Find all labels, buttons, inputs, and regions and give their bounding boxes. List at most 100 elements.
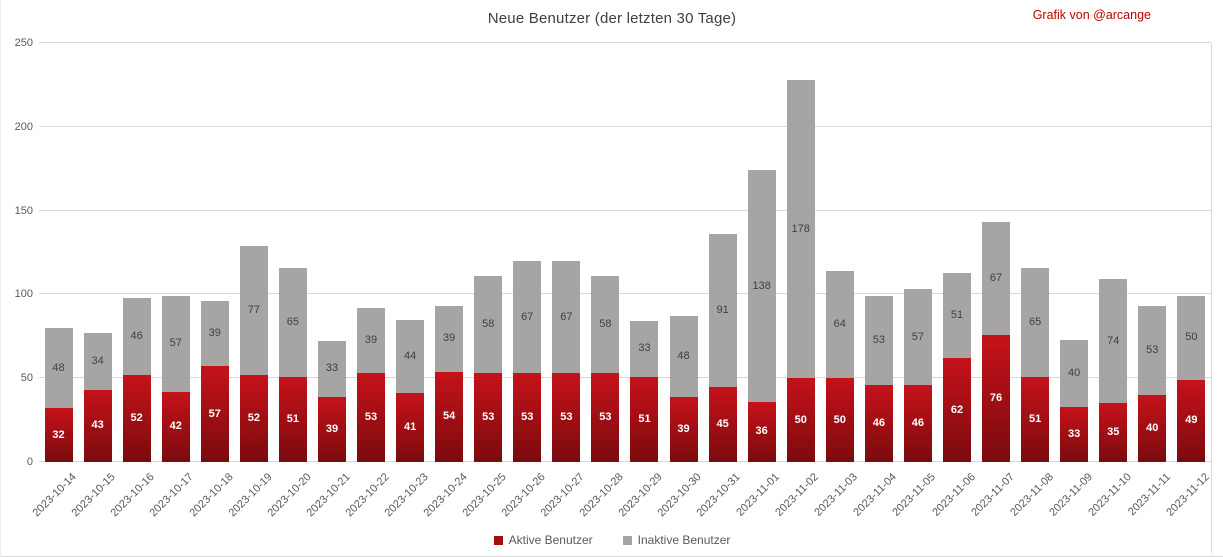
x-axis-cell: 2023-11-12 xyxy=(1164,462,1212,520)
stacked-bar: 67 76 xyxy=(982,43,1011,462)
bar-segment-inactive: 39 xyxy=(435,306,464,372)
bar-group: 39 57 xyxy=(195,43,234,462)
gridline xyxy=(39,461,1211,462)
stacked-bar: 39 53 xyxy=(357,43,386,462)
bar-segment-active: 51 xyxy=(630,376,659,462)
inactive-value-label: 64 xyxy=(833,318,846,331)
bar-group: 39 54 xyxy=(430,43,469,462)
bar-group: 58 53 xyxy=(469,43,508,462)
stacked-bar: 34 43 xyxy=(83,43,112,462)
bar-group: 48 39 xyxy=(664,43,703,462)
stacked-bar: 91 45 xyxy=(708,43,737,462)
bar-segment-inactive: 33 xyxy=(317,341,346,397)
active-value-label: 36 xyxy=(755,425,768,438)
active-value-label: 53 xyxy=(521,411,534,424)
stacked-bar: 40 33 xyxy=(1060,43,1089,462)
active-value-label: 32 xyxy=(52,428,65,441)
bar-segment-active: 76 xyxy=(982,334,1011,462)
stacked-bar: 51 62 xyxy=(942,43,971,462)
inactive-value-label: 138 xyxy=(752,279,771,292)
active-value-label: 33 xyxy=(1068,427,1081,440)
bar-segment-active: 46 xyxy=(864,384,893,462)
stacked-bar: 33 39 xyxy=(317,43,346,462)
active-value-label: 54 xyxy=(443,410,456,423)
bar-segment-inactive: 67 xyxy=(513,260,542,374)
bar-segment-inactive: 50 xyxy=(1177,296,1206,380)
bar-group: 40 33 xyxy=(1055,43,1094,462)
stacked-bar: 53 46 xyxy=(864,43,893,462)
bar-segment-active: 53 xyxy=(513,373,542,462)
legend-item-inactive: Inaktive Benutzer xyxy=(622,533,731,547)
stacked-bar: 46 52 xyxy=(122,43,151,462)
bar-group: 74 35 xyxy=(1094,43,1133,462)
bar-group: 51 62 xyxy=(937,43,976,462)
inactive-value-label: 53 xyxy=(1146,344,1159,357)
stacked-bar: 77 52 xyxy=(239,43,268,462)
bar-segment-active: 54 xyxy=(435,371,464,462)
bar-segment-inactive: 91 xyxy=(708,234,737,387)
bar-group: 67 53 xyxy=(547,43,586,462)
chart-title: Neue Benutzer (der letzten 30 Tage) xyxy=(487,10,737,27)
bar-segment-inactive: 44 xyxy=(396,319,425,394)
active-value-label: 51 xyxy=(638,412,651,425)
inactive-value-label: 39 xyxy=(364,334,378,346)
bar-segment-inactive: 39 xyxy=(357,307,386,374)
active-value-label: 57 xyxy=(208,407,221,420)
active-value-label: 52 xyxy=(247,411,260,424)
bar-segment-active: 36 xyxy=(747,401,776,462)
stacked-bar: 48 39 xyxy=(669,43,698,462)
bar-segment-active: 52 xyxy=(239,374,268,462)
inactive-value-label: 33 xyxy=(325,362,339,375)
legend-label-inactive: Inaktive Benutzer xyxy=(637,533,731,547)
stacked-bar: 39 54 xyxy=(435,43,464,462)
bar-segment-inactive: 74 xyxy=(1099,279,1128,404)
inactive-value-label: 46 xyxy=(130,329,143,342)
inactive-value-label: 67 xyxy=(560,310,573,323)
x-axis-label: 2023-11-10 xyxy=(1086,471,1134,519)
bar-segment-inactive: 178 xyxy=(786,79,815,379)
bar-segment-active: 50 xyxy=(825,378,854,462)
bar-segment-inactive: 77 xyxy=(239,245,268,375)
inactive-value-label: 39 xyxy=(208,327,221,340)
inactive-value-label: 53 xyxy=(872,334,885,346)
bar-segment-inactive: 40 xyxy=(1060,339,1089,407)
bar-segment-inactive: 65 xyxy=(278,267,307,377)
bar-segment-inactive: 58 xyxy=(591,275,620,374)
plot-right-border xyxy=(1211,43,1212,553)
bar-segment-active: 57 xyxy=(200,366,229,462)
legend-swatch-inactive-icon xyxy=(622,535,632,545)
plot-area: 0 50 100 150 200 250 48 32 34 43 46 52 57 42 39 57 77 52 6… xyxy=(15,37,1211,468)
bar-group: 58 53 xyxy=(586,43,625,462)
bar-segment-active: 39 xyxy=(317,396,346,462)
inactive-value-label: 50 xyxy=(1185,331,1198,344)
stacked-bar: 74 35 xyxy=(1099,43,1128,462)
bar-segment-inactive: 51 xyxy=(942,272,971,359)
stacked-bar: 65 51 xyxy=(278,43,307,462)
bar-segment-inactive: 34 xyxy=(83,332,112,390)
active-value-label: 76 xyxy=(989,391,1003,404)
inactive-value-label: 44 xyxy=(403,349,417,362)
inactive-value-label: 58 xyxy=(599,318,612,331)
bar-group: 50 49 xyxy=(1172,43,1211,462)
stacked-bar: 58 53 xyxy=(474,43,503,462)
y-axis-tick-label: 100 xyxy=(14,288,33,301)
bar-group: 178 50 xyxy=(781,43,820,462)
inactive-value-label: 40 xyxy=(1068,366,1081,379)
chart-credit: Grafik von @arcange xyxy=(1032,8,1151,22)
bar-segment-active: 46 xyxy=(903,384,932,462)
bar-segment-active: 49 xyxy=(1177,379,1206,462)
inactive-value-label: 58 xyxy=(482,318,495,331)
inactive-value-label: 91 xyxy=(716,303,729,316)
active-value-label: 40 xyxy=(1146,421,1159,434)
y-axis-tick-label: 0 xyxy=(26,456,33,468)
stacked-bar: 138 36 xyxy=(747,43,776,462)
y-axis-tick-label: 250 xyxy=(14,37,33,49)
active-value-label: 51 xyxy=(286,412,300,425)
bar-segment-active: 35 xyxy=(1099,403,1128,462)
active-value-label: 39 xyxy=(325,422,339,435)
bar-group: 77 52 xyxy=(234,43,273,462)
bar-group: 65 51 xyxy=(273,43,312,462)
active-value-label: 52 xyxy=(130,411,143,424)
bar-group: 33 51 xyxy=(625,43,664,462)
stacked-bar: 50 49 xyxy=(1177,43,1206,462)
